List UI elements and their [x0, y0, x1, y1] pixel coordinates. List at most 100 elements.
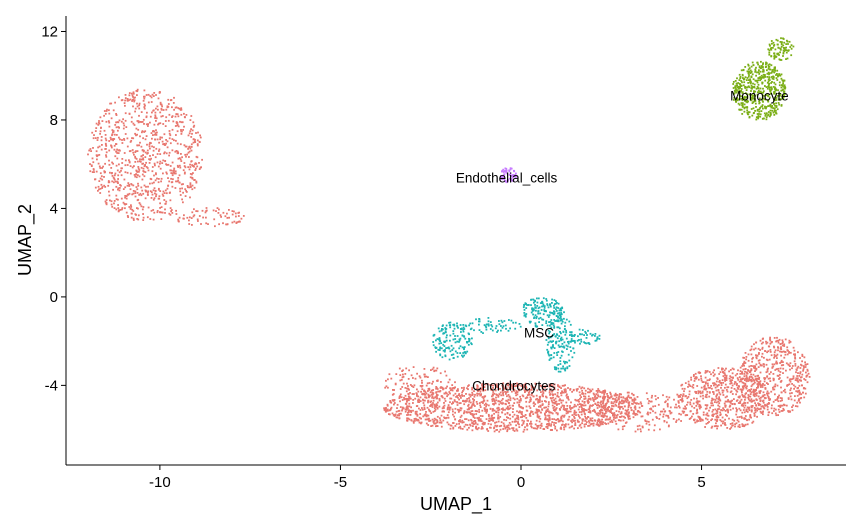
point [170, 177, 172, 180]
point [548, 389, 551, 392]
point [116, 152, 119, 154]
point [572, 388, 575, 391]
point [587, 342, 590, 344]
point [481, 396, 484, 398]
point [552, 313, 555, 316]
point [740, 390, 743, 392]
point [165, 163, 167, 166]
point [440, 347, 443, 350]
point [457, 388, 459, 390]
point [147, 169, 150, 172]
point [602, 407, 605, 409]
point [399, 393, 402, 396]
point [108, 149, 111, 152]
point [553, 383, 556, 386]
point [458, 422, 460, 425]
point [466, 408, 469, 411]
point [570, 350, 572, 352]
point [140, 155, 143, 157]
point [436, 367, 439, 370]
point [532, 427, 535, 430]
point [544, 400, 546, 402]
point [117, 129, 119, 132]
point [757, 408, 760, 411]
point [737, 396, 740, 398]
point [150, 96, 153, 99]
point [171, 149, 174, 152]
point [769, 336, 771, 339]
point [560, 309, 562, 312]
point [171, 116, 173, 118]
point [554, 400, 557, 403]
point [699, 390, 702, 393]
point [726, 395, 728, 398]
point [492, 387, 494, 389]
point [169, 199, 172, 202]
point [750, 398, 753, 401]
point [222, 222, 224, 225]
point [506, 428, 509, 431]
point [754, 402, 756, 405]
point [582, 418, 585, 421]
point [782, 96, 785, 99]
point [189, 184, 192, 186]
point [749, 389, 752, 392]
point [601, 412, 604, 415]
point [118, 126, 120, 129]
point [155, 172, 157, 175]
point [560, 345, 563, 348]
point [724, 418, 726, 421]
point [534, 324, 537, 327]
point [783, 90, 786, 93]
point [421, 382, 423, 384]
point [539, 396, 541, 399]
point [124, 97, 127, 99]
point [607, 408, 610, 411]
point [558, 340, 561, 343]
point [184, 171, 186, 174]
point [598, 405, 601, 408]
point [759, 386, 762, 388]
point [788, 379, 791, 382]
point [522, 306, 525, 309]
point [754, 69, 757, 72]
point [768, 82, 770, 85]
point [452, 426, 455, 429]
point [473, 405, 476, 407]
point [446, 395, 448, 398]
point [460, 331, 462, 333]
point [233, 210, 235, 213]
point [783, 404, 786, 407]
point [560, 354, 563, 357]
point [755, 368, 758, 371]
point [513, 383, 516, 385]
point [560, 312, 562, 314]
point [722, 370, 724, 373]
point [547, 329, 550, 332]
point [762, 107, 764, 110]
point [789, 378, 792, 381]
point [485, 405, 487, 408]
point [443, 407, 445, 409]
point [188, 219, 190, 222]
point [432, 366, 435, 369]
point [669, 412, 672, 415]
point [507, 402, 510, 404]
point [752, 107, 755, 110]
point [471, 386, 474, 389]
point [409, 384, 412, 386]
point [150, 132, 153, 134]
point [682, 412, 685, 414]
point [694, 376, 697, 379]
point [756, 61, 759, 64]
point [110, 117, 113, 120]
point [797, 351, 799, 354]
point [145, 94, 148, 96]
point [471, 403, 474, 406]
point [735, 84, 738, 87]
point [117, 187, 120, 190]
point [541, 305, 543, 308]
point [443, 410, 445, 413]
point [554, 397, 557, 400]
point [592, 422, 595, 425]
